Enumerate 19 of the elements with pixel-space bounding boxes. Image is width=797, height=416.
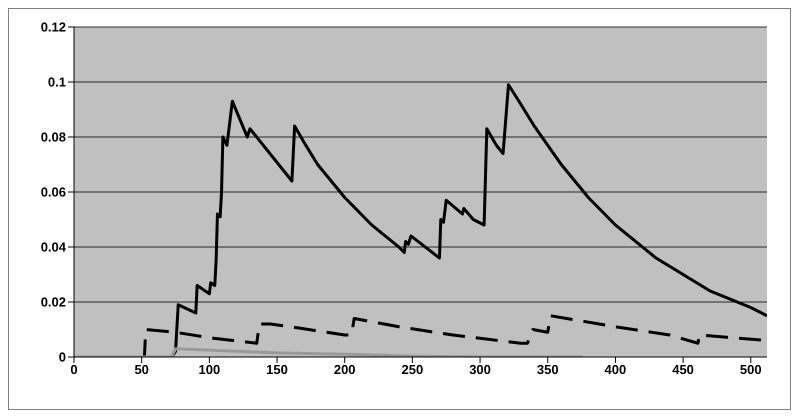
x-tick-label: 250: [402, 362, 424, 378]
y-tick-label: 0.04: [40, 240, 67, 255]
y-tick-label: 0.02: [40, 294, 66, 310]
line-series: [74, 347, 584, 357]
x-tick-label: 200: [334, 362, 356, 378]
x-tick-label: 0: [70, 362, 78, 378]
y-tick-label: 0.06: [40, 184, 66, 200]
x-tick-label: 450: [672, 362, 694, 378]
x-tick-label: 400: [604, 362, 626, 378]
x-tick-label: 350: [536, 362, 559, 378]
y-tick-label: 0: [58, 350, 66, 365]
x-tick-label: 150: [266, 362, 288, 378]
x-tick-label: 300: [469, 362, 491, 378]
y-tick-label: 0.1: [48, 74, 66, 90]
y-tick-label: 0.08: [40, 130, 66, 145]
x-tick-label: 500: [740, 362, 762, 378]
x-tick-label: 100: [198, 362, 220, 378]
x-tick-label: 50: [134, 362, 149, 378]
y-tick-label: 0.12: [40, 20, 66, 35]
